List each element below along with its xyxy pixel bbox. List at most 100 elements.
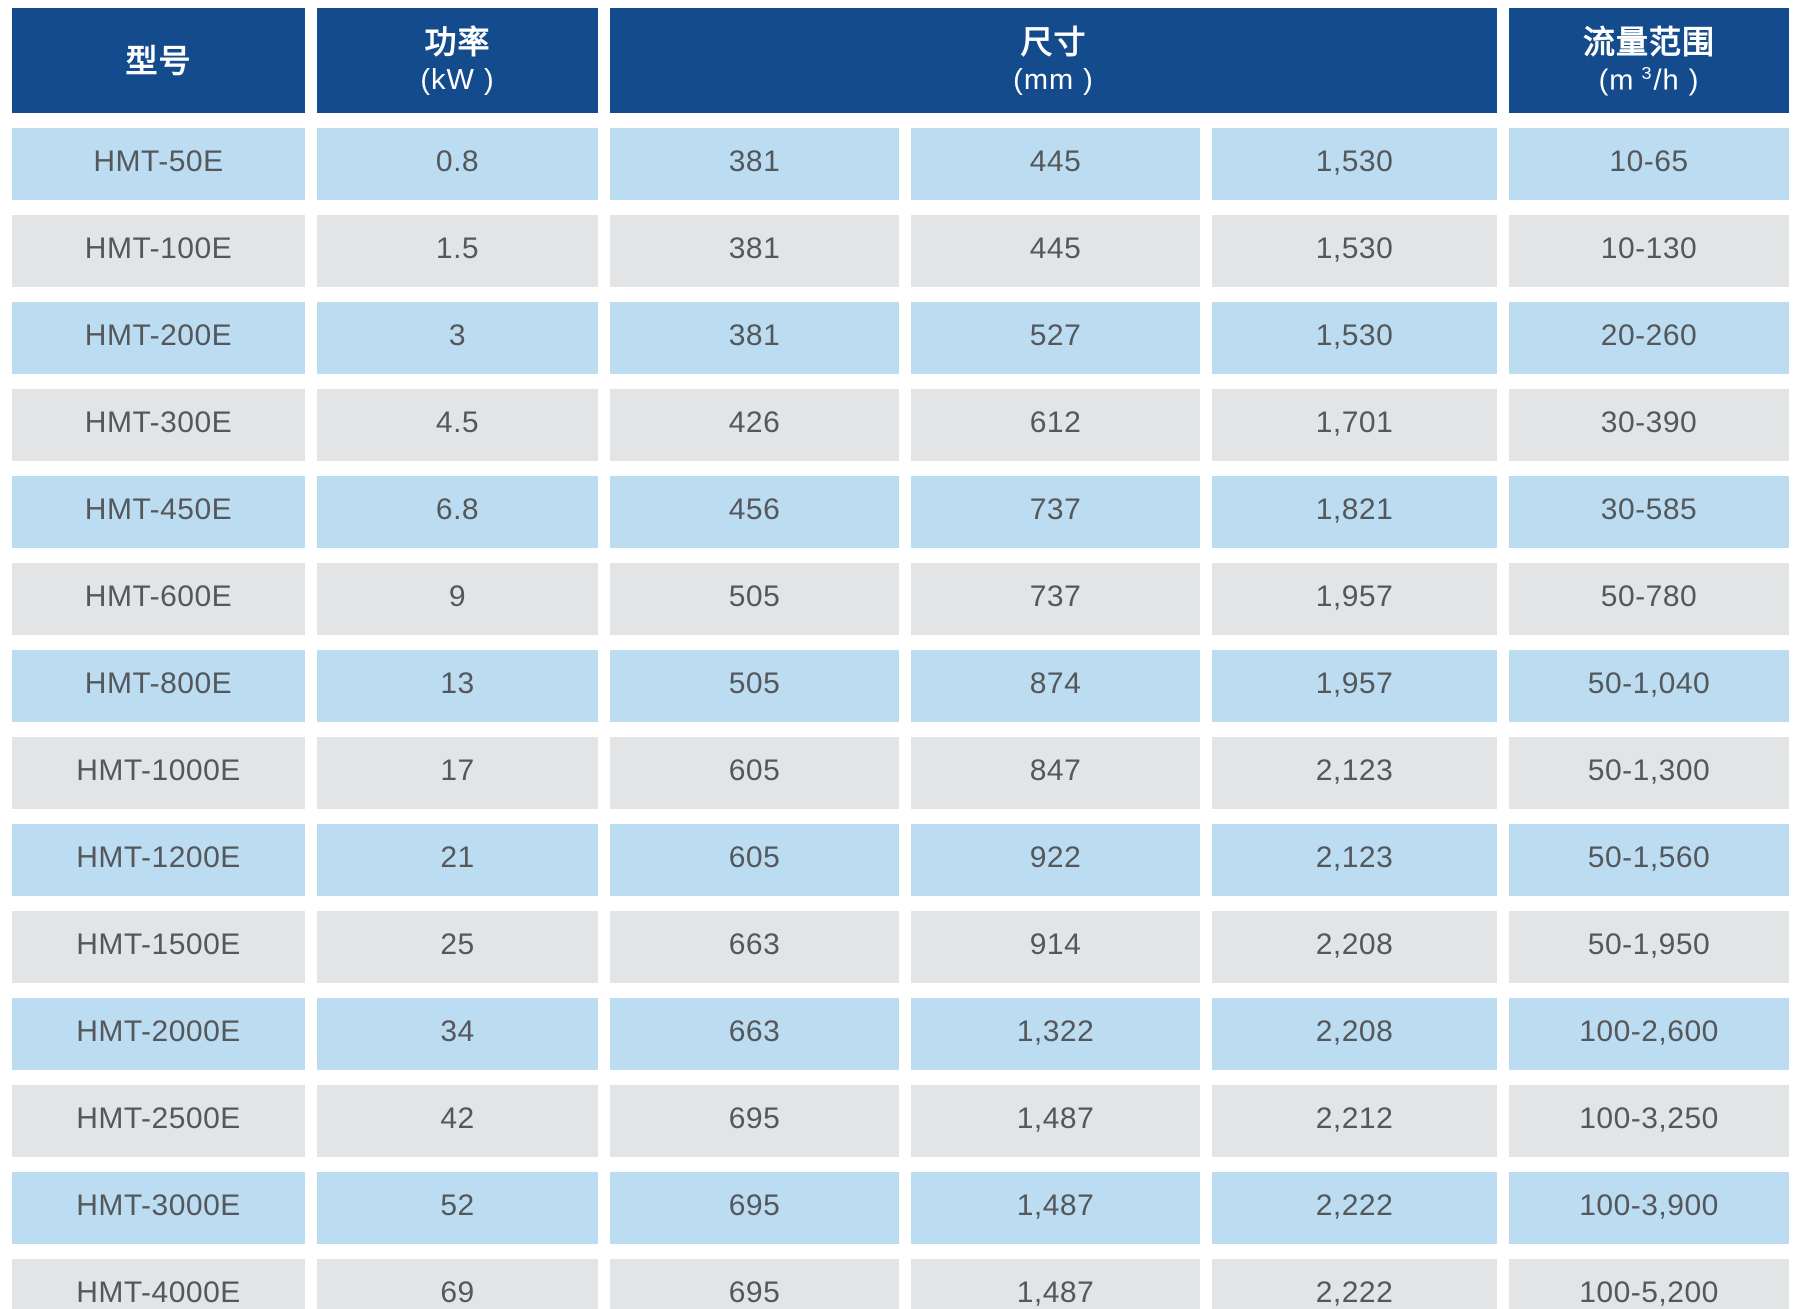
flow-range-cell: 50-780 (1509, 563, 1790, 635)
model-cell: HMT-1000E (12, 737, 305, 809)
dimension-cell-2: 737 (911, 563, 1200, 635)
dimension-cell-2: 1,487 (911, 1172, 1200, 1244)
table-row: HMT-600E 9 505 737 1,957 50-780 (12, 563, 1790, 635)
dimension-cell-2: 612 (911, 389, 1200, 461)
flow-range-cell: 10-130 (1509, 215, 1790, 287)
power-cell: 52 (317, 1172, 598, 1244)
power-cell: 34 (317, 998, 598, 1070)
flow-range-cell: 30-390 (1509, 389, 1790, 461)
flow-range-cell: 100-5,200 (1509, 1259, 1790, 1309)
table-row: HMT-2000E 34 663 1,322 2,208 100-2,600 (12, 998, 1790, 1070)
dimension-cell-3: 2,212 (1212, 1085, 1498, 1157)
model-cell: HMT-3000E (12, 1172, 305, 1244)
column-header-model: 型号 (12, 8, 305, 113)
power-cell: 9 (317, 563, 598, 635)
dimension-cell-1: 505 (610, 650, 899, 722)
dimension-cell-1: 695 (610, 1172, 899, 1244)
flow-unit-superscript: 3 (1641, 63, 1653, 84)
dimension-cell-2: 445 (911, 215, 1200, 287)
model-cell: HMT-2000E (12, 998, 305, 1070)
column-header-dimensions: 尺寸 (mm ) (610, 8, 1498, 113)
table-row: HMT-1000E 17 605 847 2,123 50-1,300 (12, 737, 1790, 809)
flow-range-cell: 50-1,560 (1509, 824, 1790, 896)
dimensions-header-unit: (mm ) (1013, 64, 1094, 97)
dimension-cell-3: 1,530 (1212, 302, 1498, 374)
model-cell: HMT-200E (12, 302, 305, 374)
table-row: HMT-200E 3 381 527 1,530 20-260 (12, 302, 1790, 374)
power-header-label: 功率 (424, 24, 491, 61)
power-header-unit: (kW ) (420, 64, 495, 97)
dimension-cell-1: 505 (610, 563, 899, 635)
dimension-cell-1: 381 (610, 215, 899, 287)
model-cell: HMT-50E (12, 128, 305, 200)
power-cell: 0.8 (317, 128, 598, 200)
table-row: HMT-1200E 21 605 922 2,123 50-1,560 (12, 824, 1790, 896)
flow-range-cell: 50-1,950 (1509, 911, 1790, 983)
model-cell: HMT-2500E (12, 1085, 305, 1157)
flow-range-cell: 100-3,250 (1509, 1085, 1790, 1157)
flow-range-cell: 50-1,040 (1509, 650, 1790, 722)
dimension-cell-2: 847 (911, 737, 1200, 809)
dimension-cell-2: 914 (911, 911, 1200, 983)
dimensions-header-label: 尺寸 (1020, 24, 1087, 61)
dimension-cell-3: 1,957 (1212, 650, 1498, 722)
dimension-cell-1: 605 (610, 737, 899, 809)
model-cell: HMT-4000E (12, 1259, 305, 1309)
dimension-cell-3: 2,222 (1212, 1259, 1498, 1309)
dimension-cell-2: 1,487 (911, 1259, 1200, 1309)
table-row: HMT-2500E 42 695 1,487 2,212 100-3,250 (12, 1085, 1790, 1157)
flow-range-cell: 30-585 (1509, 476, 1790, 548)
table-row: HMT-300E 4.5 426 612 1,701 30-390 (12, 389, 1790, 461)
power-cell: 6.8 (317, 476, 598, 548)
dimension-cell-3: 2,222 (1212, 1172, 1498, 1244)
flow-unit-suffix: /h ) (1653, 64, 1700, 97)
table-row: HMT-100E 1.5 381 445 1,530 10-130 (12, 215, 1790, 287)
dimension-cell-1: 381 (610, 128, 899, 200)
column-header-flow-range: 流量范围 (m 3/h ) (1509, 8, 1790, 113)
dimension-cell-2: 922 (911, 824, 1200, 896)
table-row: HMT-800E 13 505 874 1,957 50-1,040 (12, 650, 1790, 722)
dimension-cell-3: 2,208 (1212, 998, 1498, 1070)
dimension-cell-1: 663 (610, 998, 899, 1070)
dimension-cell-1: 381 (610, 302, 899, 374)
flow-range-header-label: 流量范围 (1583, 24, 1716, 61)
header-row: 型号 功率 (kW ) 尺寸 (mm ) 流量范围 (m 3/h ) (12, 8, 1790, 113)
power-cell: 25 (317, 911, 598, 983)
power-cell: 42 (317, 1085, 598, 1157)
model-header-label: 型号 (125, 42, 192, 79)
table-row: HMT-4000E 69 695 1,487 2,222 100-5,200 (12, 1259, 1790, 1309)
dimension-cell-2: 527 (911, 302, 1200, 374)
power-cell: 69 (317, 1259, 598, 1309)
dimension-cell-2: 1,322 (911, 998, 1200, 1070)
power-cell: 3 (317, 302, 598, 374)
dimension-cell-3: 1,957 (1212, 563, 1498, 635)
dimension-cell-2: 445 (911, 128, 1200, 200)
power-cell: 21 (317, 824, 598, 896)
table-row: HMT-450E 6.8 456 737 1,821 30-585 (12, 476, 1790, 548)
dimension-cell-2: 1,487 (911, 1085, 1200, 1157)
flow-range-cell: 100-3,900 (1509, 1172, 1790, 1244)
table-row: HMT-1500E 25 663 914 2,208 50-1,950 (12, 911, 1790, 983)
flow-range-cell: 10-65 (1509, 128, 1790, 200)
dimension-cell-3: 1,530 (1212, 128, 1498, 200)
flow-unit-prefix: (m (1598, 64, 1635, 97)
dimension-cell-3: 1,701 (1212, 389, 1498, 461)
model-cell: HMT-100E (12, 215, 305, 287)
model-cell: HMT-1200E (12, 824, 305, 896)
dimension-cell-3: 2,123 (1212, 737, 1498, 809)
power-cell: 4.5 (317, 389, 598, 461)
power-cell: 13 (317, 650, 598, 722)
dimension-cell-1: 426 (610, 389, 899, 461)
dimension-cell-2: 737 (911, 476, 1200, 548)
dimension-cell-3: 2,208 (1212, 911, 1498, 983)
dimension-cell-1: 605 (610, 824, 899, 896)
dimension-cell-3: 1,530 (1212, 215, 1498, 287)
column-header-power: 功率 (kW ) (317, 8, 598, 113)
dimension-cell-1: 456 (610, 476, 899, 548)
table-row: HMT-50E 0.8 381 445 1,530 10-65 (12, 128, 1790, 200)
model-cell: HMT-600E (12, 563, 305, 635)
flow-range-cell: 20-260 (1509, 302, 1790, 374)
flow-range-cell: 50-1,300 (1509, 737, 1790, 809)
